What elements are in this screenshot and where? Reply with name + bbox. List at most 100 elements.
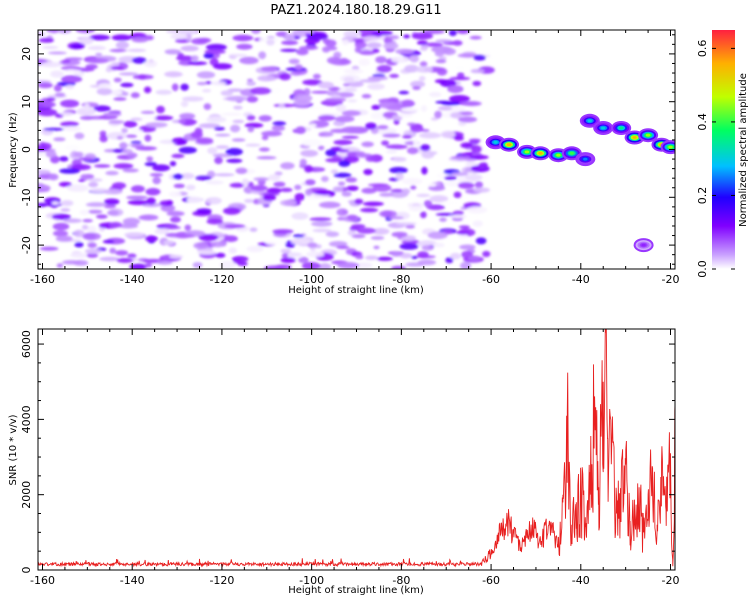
heatmap-noise-cell [262,194,276,201]
x-tick-label: -20 [662,574,680,587]
heatmap-noise-cell [56,263,64,268]
heatmap-noise-cell [215,252,226,258]
heatmap-noise-cell [373,245,380,250]
heatmap-noise-cell [395,222,417,226]
heatmap-noise-cell [143,86,152,94]
heatmap-noise-cell [126,195,148,200]
heatmap-noise-cell [171,153,185,159]
heatmap-noise-cell [50,70,64,78]
heatmap-noise-cell [284,33,295,41]
heatmap-noise-cell [365,255,379,261]
heatmap-noise-cell [165,232,179,237]
heatmap-noise-cell [441,200,459,206]
heatmap-noise-cell [219,261,236,269]
heatmap-noise-cell [434,110,442,119]
heatmap-noise-cell [196,71,216,79]
heatmap-noise-cell [111,182,127,190]
heatmap-noise-cell [159,200,173,207]
heatmap-noise-cell [429,92,442,97]
heatmap-noise-cell [265,239,287,246]
spectrogram-xlabel: Height of straight line (km) [288,285,424,296]
heatmap-noise-cell [405,224,416,229]
heatmap-noise-cell [460,142,474,149]
heatmap-noise-cell [376,65,392,73]
heatmap-noise-cell [307,242,318,249]
heatmap-noise-cell [469,35,482,40]
heatmap-noise-cell [371,104,381,110]
heatmap-noise-cell [172,173,184,180]
heatmap-noise-cell [401,188,411,195]
heatmap-noise-cell [363,36,380,42]
heatmap-signal-cell [556,153,561,157]
heatmap-noise-cell [205,43,227,51]
heatmap-noise-cell [38,144,48,152]
heatmap-noise-cell [192,262,203,268]
heatmap-noise-cell [449,76,471,81]
heatmap-noise-cell [272,229,294,234]
heatmap-noise-cell [471,145,482,154]
heatmap-noise-cell [407,147,419,155]
heatmap-noise-cell [145,235,158,242]
heatmap-noise-cell [401,177,423,185]
heatmap-noise-cell [250,185,268,192]
heatmap-noise-cell [281,253,288,259]
heatmap-noise-cell [344,87,358,93]
heatmap-noise-cell [51,201,59,205]
heatmap-noise-cell [410,125,424,133]
heatmap-noise-cell [140,110,155,115]
heatmap-noise-cell [280,199,297,207]
heatmap-noise-cell [221,112,242,116]
heatmap-noise-cell [73,229,85,238]
colorbar: 0.0 0.2 0.4 0.6 Normalized spectral amplitu… [696,30,749,278]
heatmap-noise-cell [59,168,80,174]
heatmap-noise-cell [184,224,192,231]
heatmap-noise-cell [131,57,147,64]
colorbar-ticks: 0.0 0.2 0.4 0.6 [696,40,735,278]
colorbar-tick-label: 0.0 [696,260,709,278]
heatmap-noise-cell [381,140,390,146]
heatmap-noise-cell [149,173,164,177]
heatmap-noise-cell [357,227,376,234]
heatmap-noise-cell [434,50,444,57]
heatmap-noise-cell [220,90,234,96]
heatmap-noise-cell [341,191,352,197]
heatmap-noise-cell [328,241,348,247]
heatmap-noise-cell [163,240,175,246]
heatmap-noise-cell [361,141,374,148]
heatmap-noise-cell [473,187,490,193]
heatmap-noise-cell [122,91,129,96]
heatmap-noise-cell [87,58,109,64]
y-tick-label: 4000 [20,405,33,433]
heatmap-noise-cell [449,95,470,103]
heatmap-signal-cell [632,136,637,139]
heatmap-noise-cell [207,147,218,155]
x-tick-label: -140 [120,574,145,587]
heatmap-noise-cell [272,121,287,126]
heatmap-noise-cell [482,250,491,258]
heatmap-noise-cell [57,30,72,34]
heatmap-noise-cell [111,61,120,67]
heatmap-noise-cell [53,84,62,92]
heatmap-noise-cell [51,213,71,220]
heatmap-noise-cell [337,262,360,269]
heatmap-noise-cell [413,138,420,147]
heatmap-noise-cell [280,187,293,193]
heatmap-noise-cell [60,121,79,127]
heatmap-noise-cell [48,51,67,55]
heatmap-noise-cell [214,173,235,177]
heatmap-noise-cell [62,126,81,132]
heatmap-noise-cell [301,139,322,147]
heatmap-noise-cell [427,231,448,240]
heatmap-noise-cell [451,172,469,177]
heatmap-noise-cell [345,177,358,183]
heatmap-noise-cell [450,156,471,160]
heatmap-noise-cell [215,133,231,137]
heatmap-noise-cell [210,81,227,86]
spectrogram-ylabel: Frequency (Hz) [8,112,19,188]
heatmap-noise-cell [71,164,91,171]
heatmap-noise-cell [383,42,399,50]
heatmap-noise-cell [180,83,189,91]
heatmap-noise-cell [130,144,145,148]
y-tick-label: 0 [20,146,33,153]
heatmap-noise-cell [358,30,376,34]
